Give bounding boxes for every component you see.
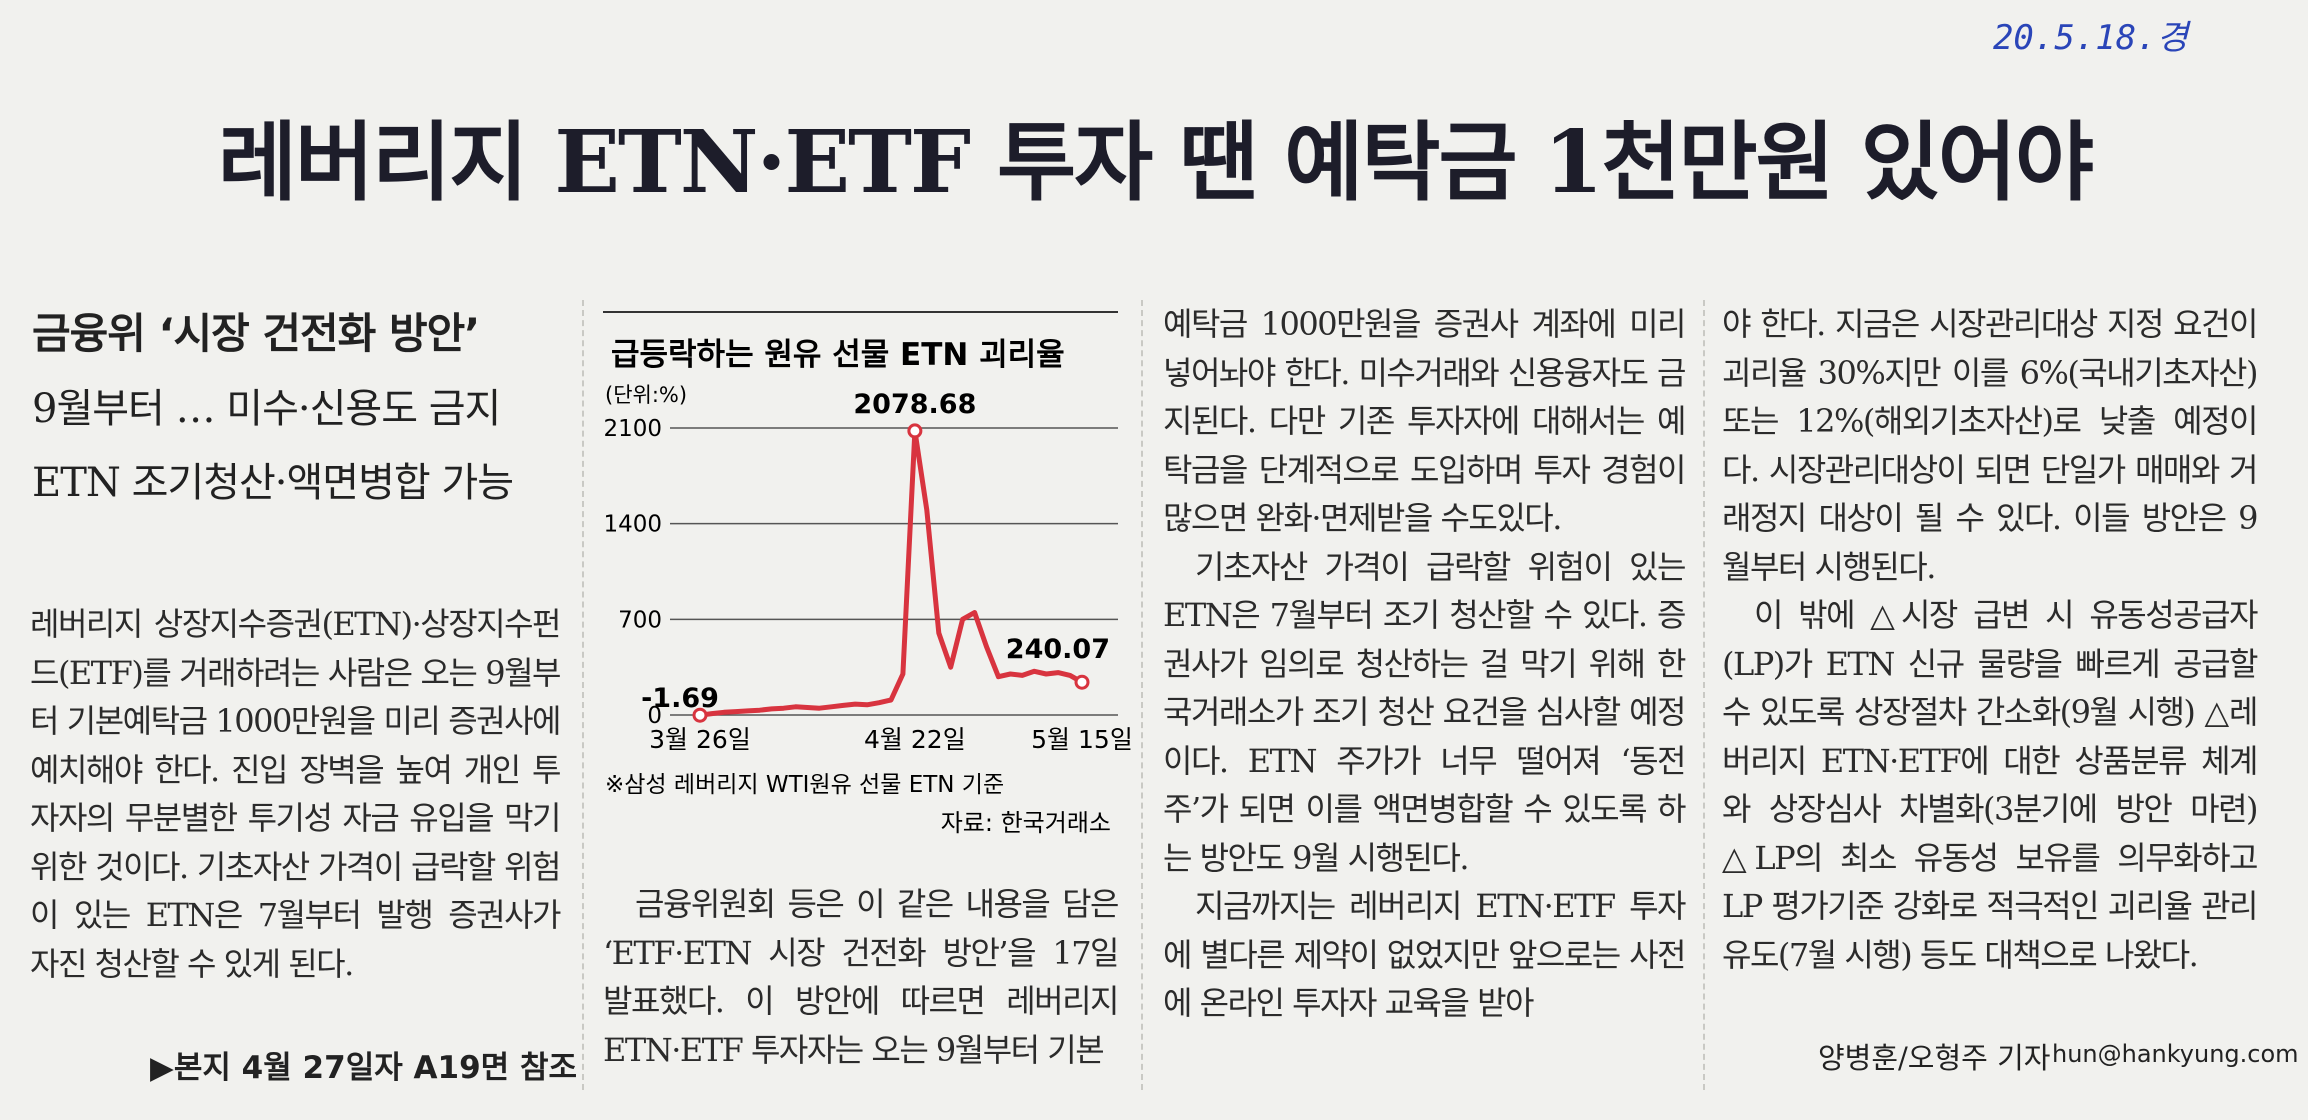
paragraph: 이 밖에 △시장 급변 시 유동성공급자(LP)가 ETN 신규 물량을 빠르게… xyxy=(1722,596,2259,974)
y-tick-label: 0 xyxy=(647,703,662,729)
paragraph: 기초자산 가격이 급락할 위험이 있는 ETN은 7월부터 조기 청산할 수 있… xyxy=(1163,547,1687,877)
data-point xyxy=(1074,674,1090,690)
column: 야 한다. 지금은 시장관리대상 지정 요건이 괴리율 30%지만 이를 6%(… xyxy=(1722,300,2259,979)
y-tick-label: 1400 xyxy=(603,512,662,538)
x-tick-label: 3월 26일 xyxy=(649,725,751,754)
paragraph: 금융위원회 등은 이 같은 내용을 담은 ‘ETF·ETN 시장 건전화 방안’… xyxy=(603,885,1120,1069)
data-line xyxy=(699,428,1084,718)
reference: ▶본지 4월 27일자 A19면 참조 xyxy=(150,1050,578,1086)
paragraph: 지금까지는 레버리지 ETN·ETF 투자에 별다른 제약이 없었지만 앞으로는… xyxy=(1163,887,1687,1022)
y-tick-label: 2100 xyxy=(603,416,662,442)
data-point xyxy=(692,707,708,723)
source: 자료: 한국거래소 xyxy=(941,809,1111,837)
data-label: -1.69 xyxy=(641,683,719,714)
email: hun@hankyung.com xyxy=(2052,1040,2299,1068)
paragraph: 예탁금 1000만원을 증권사 계좌에 미리 넣어놔야 한다. 미수거래와 신용… xyxy=(1163,305,1687,537)
column: 레버리지 상장지수증권(ETN)·상장지수펀드(ETF)를 거래하려는 사람은 … xyxy=(30,600,562,988)
subhead: ETN 조기청산·액면병합 가능 xyxy=(32,460,514,506)
column-rule xyxy=(582,300,584,1090)
paragraph: 레버리지 상장지수증권(ETN)·상장지수펀드(ETF)를 거래하려는 사람은 … xyxy=(30,605,562,983)
chart-title: 급등락하는 원유 선물 ETN 괴리율 xyxy=(611,337,1065,373)
headline: 레버리지 ETN·ETF 투자 땐 예탁금 1천만원 있어야 xyxy=(217,112,2094,213)
data-label: 2078.68 xyxy=(853,389,976,420)
unit-label: (단위:%) xyxy=(605,383,687,407)
column: 예탁금 1000만원을 증권사 계좌에 미리 넣어놔야 한다. 미수거래와 신용… xyxy=(1163,300,1687,1028)
x-tick-label: 4월 22일 xyxy=(864,725,966,754)
column: 금융위원회 등은 이 같은 내용을 담은 ‘ETF·ETN 시장 건전화 방안’… xyxy=(603,880,1120,1074)
note: ※삼성 레버리지 WTI원유 선물 ETN 기준 xyxy=(605,772,1004,798)
column-rule xyxy=(1703,300,1705,1090)
subhead: 9월부터 … 미수·신용도 금지 xyxy=(32,386,501,432)
data-label: 240.07 xyxy=(1006,634,1110,665)
paragraph: 야 한다. 지금은 시장관리대상 지정 요건이 괴리율 30%지만 이를 6%(… xyxy=(1722,305,2259,586)
date-stamp: 20.5.18.경 xyxy=(1992,18,2188,58)
byline: 양병훈/오형주 기자 xyxy=(1818,1041,2051,1075)
y-tick-label: 700 xyxy=(618,607,662,633)
x-tick-label: 5월 15일 xyxy=(1031,725,1133,754)
column-rule xyxy=(1141,300,1143,1090)
subhead: 금융위 ‘시장 건전화 방안’ xyxy=(32,309,480,358)
data-point xyxy=(907,423,923,439)
